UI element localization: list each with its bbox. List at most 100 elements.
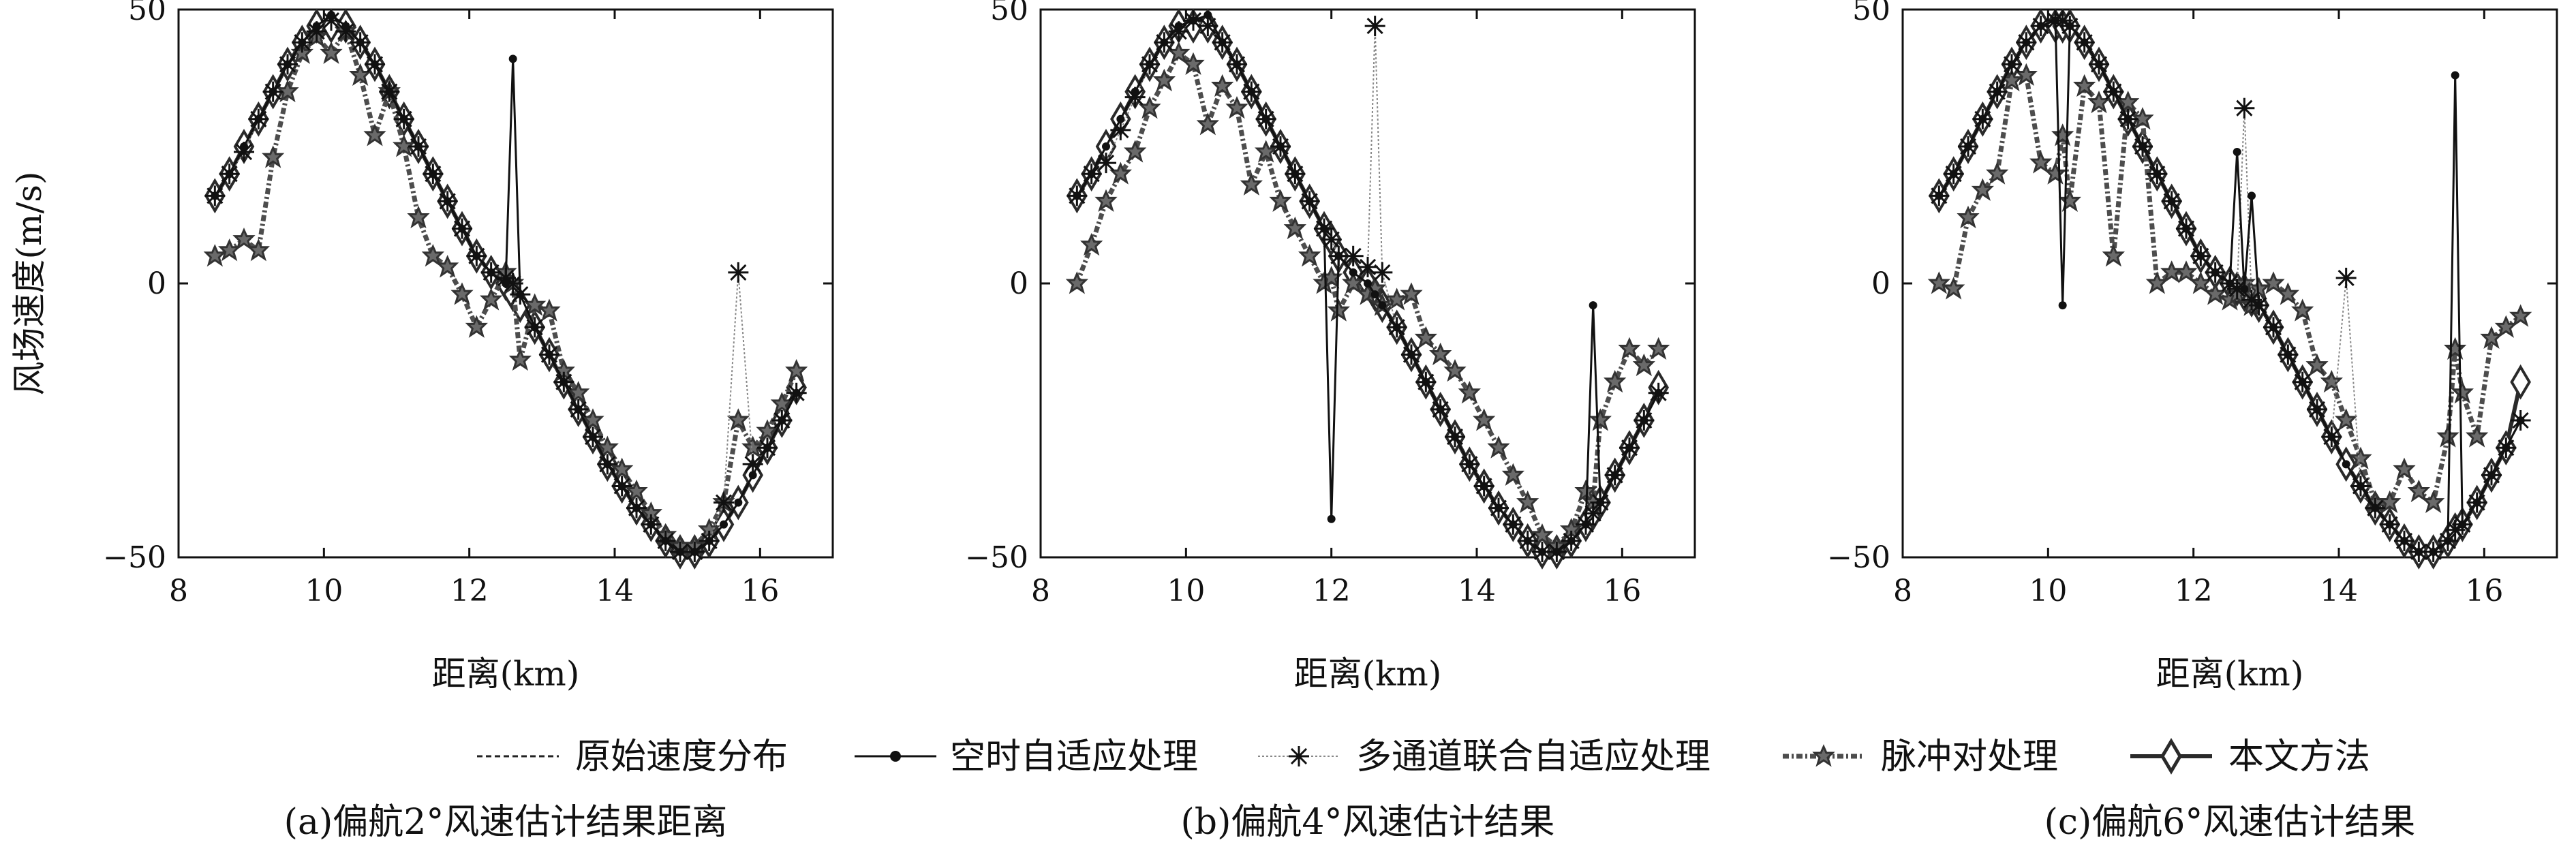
point-st <box>2095 60 2103 69</box>
point-st <box>2385 520 2394 529</box>
point-st <box>1993 87 2002 96</box>
panel-b: 8 10 12 14 16 −50 0 50 距离(km) (b)偏航4°风速估计结果 <box>965 0 1696 843</box>
point-st <box>298 38 307 47</box>
point-pp <box>466 316 487 337</box>
point-st <box>1654 388 1663 397</box>
point-st <box>429 170 438 179</box>
point-st <box>1479 482 1488 491</box>
point-pp <box>204 245 225 266</box>
point-st <box>269 87 277 96</box>
point-st <box>1523 536 1532 545</box>
point-st <box>2313 405 2321 414</box>
legend-item-ours: 本文方法 <box>2130 736 2370 777</box>
point-st <box>792 388 801 397</box>
x-tick-label: 12 <box>1313 574 1351 608</box>
x-tick-label: 14 <box>2320 574 2358 608</box>
point-mc <box>726 261 750 284</box>
point-st <box>2109 87 2118 96</box>
x-tick-label: 16 <box>1603 574 1641 608</box>
point-st <box>1305 197 1314 206</box>
point-pp <box>2408 481 2429 501</box>
point-mc <box>1094 151 1118 174</box>
point-st <box>2400 536 2408 545</box>
point-st <box>2036 22 2045 31</box>
point-st <box>1218 38 1227 47</box>
point-st <box>2080 38 2089 47</box>
point-pp <box>2511 305 2531 326</box>
point-st <box>748 471 757 480</box>
point-st <box>1392 323 1401 332</box>
point-st <box>2487 471 2496 480</box>
point-st <box>356 38 365 47</box>
point-st <box>2254 301 2263 310</box>
point-st <box>2182 224 2190 233</box>
point-st <box>2269 323 2278 332</box>
point-st <box>1102 142 1110 151</box>
point-st <box>559 377 568 386</box>
point-st <box>1465 460 1474 469</box>
point-st <box>705 536 714 545</box>
point-st <box>1949 170 1958 179</box>
point-pp <box>2496 316 2516 337</box>
point-st <box>1422 377 1430 386</box>
point-st <box>2138 142 2147 151</box>
point-st <box>1131 87 1139 96</box>
point-st <box>211 191 219 200</box>
point-pp <box>2176 262 2196 282</box>
point-st <box>1582 520 1590 529</box>
point-pp <box>452 283 472 304</box>
panel-caption: (b)偏航4°风速估计结果 <box>1181 802 1555 843</box>
point-st <box>1116 114 1125 123</box>
point-pp <box>1649 338 1669 358</box>
point-st <box>661 536 670 545</box>
point-st <box>1552 547 1561 556</box>
point-mc <box>2335 266 2358 290</box>
point-st <box>2371 503 2380 512</box>
y-tick-label: −50 <box>965 540 1028 575</box>
x-tick-label: 12 <box>2175 574 2213 608</box>
x-tick-label: 14 <box>596 574 634 608</box>
point-pp <box>1944 278 1964 298</box>
y-tick-label: 0 <box>147 266 166 301</box>
x-tick-label: 16 <box>2465 574 2503 608</box>
point-st <box>1964 142 1972 151</box>
point-pp <box>2162 262 2182 282</box>
point-st <box>2414 547 2423 556</box>
x-axis-label: 距离(km) <box>2156 654 2304 694</box>
point-st <box>545 350 553 359</box>
legend-label: 本文方法 <box>2228 736 2370 777</box>
point-pp <box>2263 273 2284 293</box>
point-pp <box>1154 70 1174 91</box>
point-st <box>603 460 612 469</box>
point-st <box>2444 536 2452 545</box>
point-mc <box>2233 97 2256 120</box>
y-tick-label: 50 <box>990 0 1028 27</box>
point-pp <box>2481 327 2502 347</box>
x-tick-label: 8 <box>169 574 188 608</box>
point-st <box>240 142 248 151</box>
panel-c: 8 10 12 14 16 −50 0 50 距离(km) (c)偏航6°风速估计结果 <box>1827 0 2558 843</box>
point-st <box>1935 191 1944 200</box>
point-st <box>734 498 743 507</box>
point-st <box>2284 350 2293 359</box>
x-tick-label: 8 <box>1893 574 1912 608</box>
point-st <box>1978 114 1987 123</box>
point-mc <box>1364 14 1387 37</box>
point-pp <box>1474 409 1494 430</box>
point-st <box>1625 444 1634 452</box>
point-pp <box>2031 152 2051 172</box>
point-pp <box>1987 163 2008 183</box>
point-st <box>2298 377 2307 386</box>
legend-marker <box>2162 741 2180 771</box>
point-st <box>283 60 292 69</box>
point-st <box>312 22 321 31</box>
point-st <box>1509 520 1518 529</box>
point-st <box>1247 87 1256 96</box>
panel-caption: (a)偏航2°风速估计结果距离 <box>284 802 728 843</box>
legend: 原始速度分布 空时自适应处理 多通道联合自适应处理 脉冲对处理 本文方法 <box>477 736 2370 777</box>
x-tick-label: 10 <box>305 574 343 608</box>
point-pp <box>1929 273 1949 293</box>
x-tick-label: 12 <box>450 574 489 608</box>
panel-caption: (c)偏航6°风速估计结果 <box>2044 802 2416 843</box>
point-st <box>589 433 597 441</box>
